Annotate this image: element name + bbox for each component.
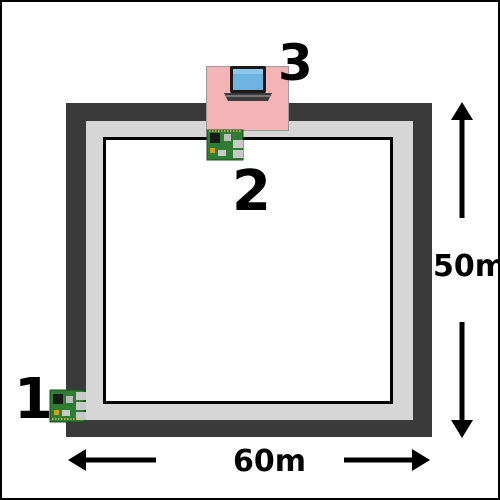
- node-label-3: 3: [278, 34, 313, 92]
- node-label-2: 2: [232, 159, 271, 224]
- inner-room: [103, 137, 393, 404]
- height-label: 50m: [433, 249, 500, 284]
- width-label: 60m: [233, 444, 307, 479]
- node-label-1: 1: [14, 367, 53, 432]
- laptop-area: [206, 66, 289, 131]
